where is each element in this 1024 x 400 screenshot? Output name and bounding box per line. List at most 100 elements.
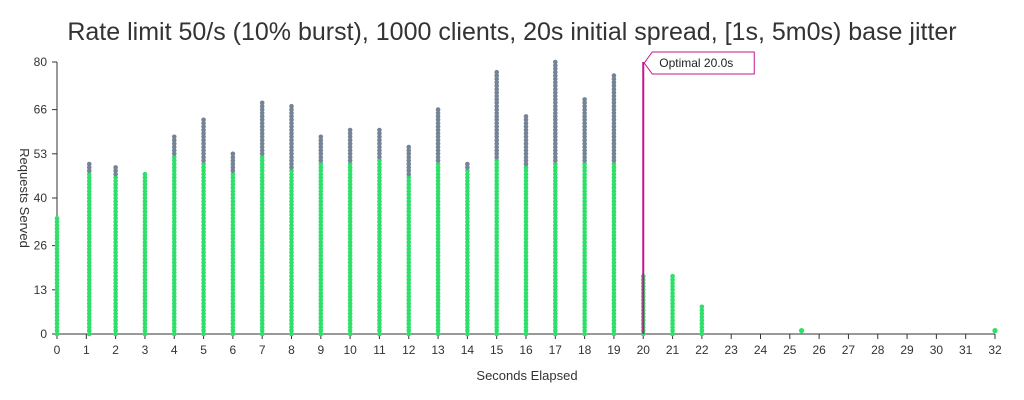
served-point bbox=[582, 260, 587, 265]
served-point bbox=[494, 307, 499, 313]
served-point bbox=[142, 195, 148, 201]
served-point bbox=[377, 260, 382, 265]
served-point bbox=[259, 318, 265, 323]
served-point bbox=[86, 188, 92, 194]
served-point bbox=[553, 216, 558, 221]
served-point bbox=[54, 290, 60, 296]
served-point bbox=[465, 321, 470, 327]
total-point bbox=[465, 165, 470, 170]
served-point bbox=[347, 165, 353, 170]
served-point bbox=[113, 318, 118, 323]
served-point bbox=[201, 307, 206, 313]
served-point bbox=[259, 260, 265, 265]
x-axis-label: Seconds Elapsed bbox=[476, 368, 577, 383]
served-point bbox=[289, 182, 294, 187]
served-point bbox=[582, 199, 587, 204]
served-point bbox=[289, 205, 294, 211]
served-point bbox=[611, 233, 617, 238]
served-point bbox=[259, 236, 265, 242]
served-point bbox=[201, 263, 206, 269]
served-point bbox=[582, 304, 587, 310]
served-point bbox=[406, 256, 412, 262]
served-point bbox=[201, 171, 206, 177]
served-point bbox=[523, 277, 529, 282]
served-point bbox=[318, 219, 324, 225]
served-point bbox=[377, 250, 382, 255]
data-column bbox=[798, 328, 805, 334]
served-point bbox=[201, 209, 206, 214]
total-point bbox=[435, 148, 441, 153]
data-column bbox=[465, 161, 470, 337]
total-point bbox=[611, 141, 617, 146]
served-point bbox=[113, 314, 118, 320]
served-point bbox=[86, 273, 92, 279]
served-point bbox=[289, 219, 294, 225]
served-point bbox=[171, 263, 177, 269]
served-point bbox=[347, 287, 353, 293]
total-point bbox=[377, 144, 382, 150]
total-point bbox=[611, 151, 617, 157]
served-point bbox=[347, 205, 353, 211]
served-point bbox=[142, 267, 148, 272]
served-point bbox=[582, 233, 587, 238]
total-point bbox=[494, 93, 499, 99]
served-point bbox=[347, 260, 353, 265]
served-point bbox=[230, 290, 236, 296]
served-point bbox=[406, 226, 412, 231]
served-point bbox=[171, 178, 177, 184]
served-point bbox=[289, 256, 294, 262]
served-point bbox=[289, 168, 294, 174]
served-point bbox=[347, 178, 353, 184]
served-point bbox=[86, 280, 92, 286]
served-point bbox=[670, 304, 675, 310]
total-point bbox=[494, 127, 499, 133]
served-point bbox=[259, 324, 265, 330]
data-column bbox=[435, 107, 441, 337]
served-point bbox=[523, 171, 529, 177]
served-point bbox=[377, 168, 382, 174]
served-point bbox=[377, 324, 382, 330]
served-point bbox=[347, 202, 353, 208]
served-point bbox=[230, 195, 236, 201]
served-point bbox=[611, 314, 617, 320]
served-point bbox=[201, 273, 206, 279]
served-point bbox=[142, 294, 148, 299]
served-point bbox=[289, 236, 294, 242]
served-point bbox=[86, 209, 92, 214]
served-point bbox=[377, 318, 382, 323]
served-point bbox=[377, 161, 382, 167]
served-point bbox=[406, 209, 412, 214]
served-point bbox=[494, 273, 499, 279]
served-point bbox=[553, 246, 558, 252]
served-point bbox=[611, 284, 617, 289]
x-tick-label: 19 bbox=[607, 343, 621, 357]
served-point bbox=[230, 246, 236, 252]
total-point bbox=[523, 127, 529, 133]
served-point bbox=[230, 304, 236, 310]
served-point bbox=[142, 216, 148, 221]
served-point bbox=[435, 161, 441, 167]
served-point bbox=[230, 314, 236, 320]
served-point bbox=[347, 246, 353, 252]
total-point bbox=[171, 137, 177, 143]
total-point bbox=[201, 154, 206, 160]
total-point bbox=[553, 107, 558, 112]
served-point bbox=[523, 168, 529, 174]
total-point bbox=[259, 127, 265, 133]
served-point bbox=[435, 324, 441, 330]
served-point bbox=[113, 301, 118, 306]
served-point bbox=[699, 328, 705, 333]
served-point bbox=[259, 280, 265, 286]
served-point bbox=[406, 280, 412, 286]
data-column bbox=[54, 216, 60, 337]
served-point bbox=[142, 182, 148, 187]
served-point bbox=[494, 182, 499, 187]
total-point bbox=[523, 144, 529, 150]
total-point bbox=[259, 120, 265, 126]
served-point bbox=[54, 277, 60, 282]
served-point bbox=[523, 188, 529, 194]
total-point bbox=[259, 134, 265, 140]
data-column bbox=[259, 100, 265, 337]
total-point bbox=[523, 154, 529, 160]
